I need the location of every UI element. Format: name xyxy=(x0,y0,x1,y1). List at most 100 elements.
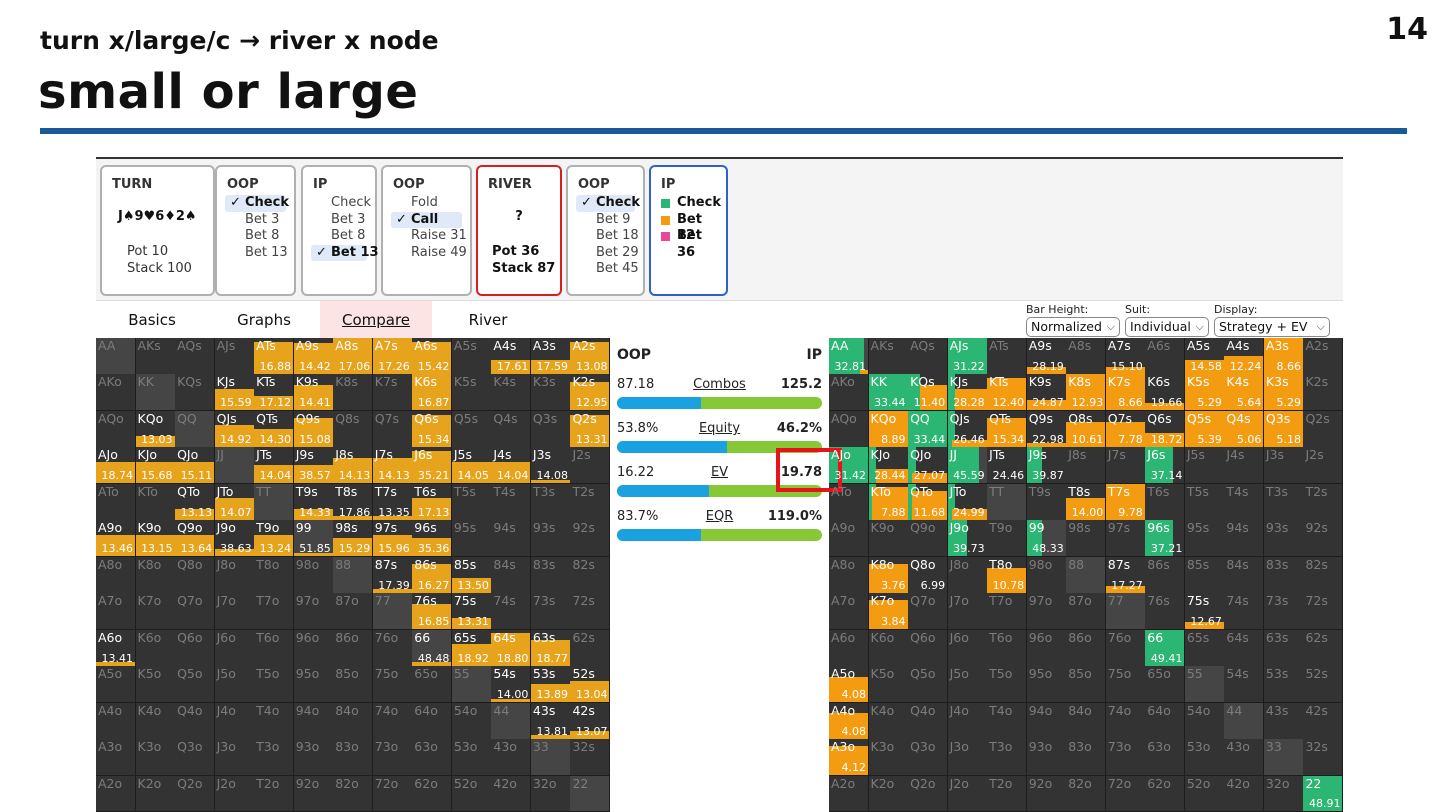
hand-cell[interactable]: T5o xyxy=(987,666,1028,704)
hand-cell[interactable]: 14.13 J8s xyxy=(333,447,374,485)
hand-cell[interactable]: 13.13 QTo xyxy=(175,483,216,521)
hand-cell[interactable]: A5o xyxy=(96,666,137,704)
hand-cell[interactable]: 84o xyxy=(333,702,374,740)
hand-cell[interactable]: 77 xyxy=(372,593,413,631)
hand-cell[interactable]: 17.13 T6s xyxy=(412,483,453,521)
hand-cell[interactable]: K8s xyxy=(333,374,374,412)
hand-cell[interactable]: 45.59 JJ xyxy=(947,447,988,485)
hand-cell[interactable]: 84s xyxy=(1224,556,1265,594)
hand-cell[interactable]: 32s xyxy=(1303,739,1344,777)
hand-cell[interactable]: 53o xyxy=(1184,739,1225,777)
hand-cell[interactable]: 8.89 KQo xyxy=(868,410,909,448)
hand-cell[interactable]: 17.27 87s xyxy=(1105,556,1146,594)
hand-cell[interactable]: 77 xyxy=(1105,593,1146,631)
hand-cell[interactable]: AA xyxy=(96,338,137,375)
hand-cell[interactable]: J2o xyxy=(214,775,255,812)
hand-cell[interactable]: QQ xyxy=(175,410,216,448)
hand-cell[interactable]: 82s xyxy=(570,556,611,594)
hand-cell[interactable]: 65o xyxy=(412,666,453,704)
hand-cell[interactable]: 73s xyxy=(1263,593,1304,631)
hand-cell[interactable]: 13.35 T7s xyxy=(372,483,413,521)
hand-cell[interactable]: 13.50 85s xyxy=(451,556,492,594)
hand-cell[interactable]: K3o xyxy=(868,739,909,777)
hand-cell[interactable]: 5.39 Q5s xyxy=(1184,410,1225,448)
hand-cell[interactable]: 62o xyxy=(412,775,453,812)
hand-cell[interactable]: A8o xyxy=(829,556,870,594)
hand-cell[interactable]: 16.85 76s xyxy=(412,593,453,631)
hand-cell[interactable]: T7o xyxy=(987,593,1028,631)
hand-cell[interactable]: 72s xyxy=(1303,593,1344,631)
hand-cell[interactable]: 62s xyxy=(570,629,611,667)
hand-cell[interactable]: 75o xyxy=(1105,666,1146,704)
hand-cell[interactable]: 86o xyxy=(333,629,374,667)
action-option[interactable]: Bet 8 xyxy=(245,228,280,243)
node-ip-river[interactable]: IP Check Bet 12 Bet 36 xyxy=(649,165,728,296)
hand-cell[interactable]: 96o xyxy=(293,629,334,667)
hand-cell[interactable]: 97o xyxy=(293,593,334,631)
hand-cell[interactable]: A5s xyxy=(451,338,492,375)
hand-cell[interactable]: 98o xyxy=(1026,556,1067,594)
hand-cell[interactable]: K3s xyxy=(530,374,571,412)
hand-cell[interactable]: J6o xyxy=(214,629,255,667)
hand-cell[interactable]: 19.66 K6s xyxy=(1145,374,1186,412)
hand-cell[interactable]: 64s xyxy=(1224,629,1265,667)
hand-cell[interactable]: Q3s xyxy=(530,410,571,448)
legend-item[interactable]: Bet 12 xyxy=(659,212,718,243)
hand-cell[interactable]: 14.13 J7s xyxy=(372,447,413,485)
hand-cell[interactable]: TT xyxy=(987,483,1028,521)
hand-cell[interactable]: 18.74 AJo xyxy=(96,447,137,485)
hand-cell[interactable]: T2o xyxy=(987,775,1028,812)
hand-cell[interactable]: 15.68 KJo xyxy=(135,447,176,485)
hand-cell[interactable]: T9o xyxy=(987,520,1028,558)
tab-compare[interactable]: Compare xyxy=(320,301,432,339)
hand-cell[interactable]: A9o xyxy=(829,520,870,558)
hand-cell[interactable]: 52o xyxy=(451,775,492,812)
action-option[interactable]: Check xyxy=(576,195,640,212)
hand-cell[interactable]: 64o xyxy=(412,702,453,740)
hand-cell[interactable]: 32o xyxy=(1263,775,1304,812)
hand-cell[interactable]: 12.67 75s xyxy=(1184,593,1225,631)
hand-cell[interactable]: 12.95 K2s xyxy=(570,374,611,412)
hand-cell[interactable]: J7o xyxy=(214,593,255,631)
hand-cell[interactable]: J5s xyxy=(1184,447,1225,485)
hand-cell[interactable]: K7o xyxy=(135,593,176,631)
hand-cell[interactable]: 28.28 KJs xyxy=(947,374,988,412)
hand-cell[interactable]: A2o xyxy=(96,775,137,812)
hand-cell[interactable]: J3o xyxy=(214,739,255,777)
hand-cell[interactable]: T3o xyxy=(254,739,295,777)
hand-cell[interactable]: J2s xyxy=(1303,447,1344,485)
hand-cell[interactable]: 10.61 Q8s xyxy=(1066,410,1107,448)
hand-cell[interactable]: 8.66 A3s xyxy=(1263,338,1304,375)
hand-cell[interactable]: T2s xyxy=(570,483,611,521)
hand-cell[interactable]: 12.40 KTs xyxy=(987,374,1028,412)
hand-cell[interactable]: KQs xyxy=(175,374,216,412)
hand-cell[interactable]: 16.88 ATs xyxy=(254,338,295,375)
action-option[interactable]: Raise 49 xyxy=(411,244,467,260)
hand-cell[interactable]: 85o xyxy=(1066,666,1107,704)
hand-cell[interactable]: ATs xyxy=(987,338,1028,375)
hand-cell[interactable]: KK xyxy=(135,374,176,412)
hand-cell[interactable]: 76o xyxy=(1105,629,1146,667)
hand-cell[interactable]: 4.12 A3o xyxy=(829,739,870,777)
hand-cell[interactable]: Q6o xyxy=(908,629,949,667)
hand-cell[interactable]: T5o xyxy=(254,666,295,704)
hand-cell[interactable]: 43o xyxy=(1224,739,1265,777)
bar-height-select[interactable]: Normalized ⌵ xyxy=(1026,317,1120,337)
hand-cell[interactable]: 73o xyxy=(372,739,413,777)
hand-cell[interactable]: 96o xyxy=(1026,629,1067,667)
hand-cell[interactable]: 15.42 A6s xyxy=(412,338,453,375)
hand-cell[interactable]: 18.77 63s xyxy=(530,629,571,667)
hand-cell[interactable]: K9o xyxy=(868,520,909,558)
hand-cell[interactable]: K5s xyxy=(451,374,492,412)
hand-cell[interactable]: 76o xyxy=(372,629,413,667)
hand-cell[interactable]: 32.81 AA xyxy=(829,338,870,375)
hand-cell[interactable]: KTo xyxy=(135,483,176,521)
hand-cell[interactable]: 35.21 J6s xyxy=(412,447,453,485)
hand-cell[interactable]: A8s xyxy=(1066,338,1107,375)
hand-cell[interactable]: 43s xyxy=(1263,702,1304,740)
hand-cell[interactable]: 18.80 64s xyxy=(491,629,532,667)
hand-cell[interactable]: 72o xyxy=(372,775,413,812)
hand-cell[interactable]: 14.30 QTs xyxy=(254,410,295,448)
